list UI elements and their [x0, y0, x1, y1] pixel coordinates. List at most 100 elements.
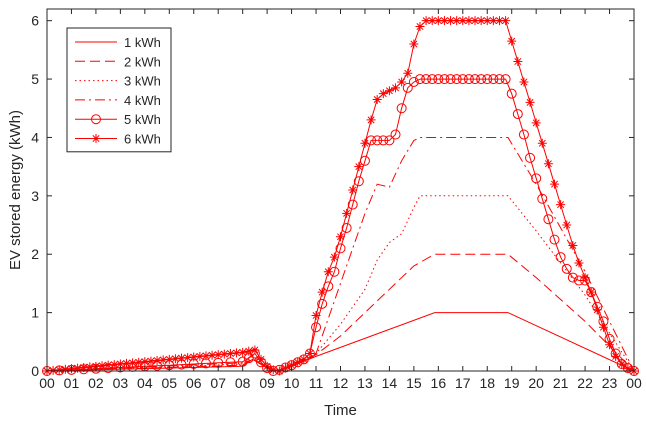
- data-point-star: [482, 16, 492, 26]
- x-tick-label: 21: [553, 375, 569, 391]
- data-point-circle: [335, 243, 346, 254]
- data-point-star: [103, 360, 113, 370]
- x-tick-label: 15: [406, 375, 422, 391]
- data-point-circle: [317, 298, 328, 309]
- data-point-star: [170, 354, 180, 364]
- data-point-circle: [567, 272, 578, 283]
- data-point-star: [598, 322, 608, 332]
- data-point-star: [605, 340, 615, 350]
- data-point-star: [336, 232, 345, 242]
- data-point-star: [360, 138, 370, 148]
- data-point-star: [189, 352, 199, 362]
- series-line: [46, 137, 635, 372]
- data-point-star: [452, 16, 462, 26]
- data-point-star: [623, 364, 633, 374]
- data-point-star: [366, 115, 376, 125]
- y-axis: 0 1 2 3 4 5 6: [31, 13, 634, 379]
- data-point-star: [476, 16, 486, 26]
- data-point-star: [519, 77, 529, 87]
- data-point-circle: [561, 263, 572, 274]
- data-point-circle: [470, 74, 481, 85]
- x-tick-label: 01: [64, 375, 80, 391]
- y-tick-label: 6: [31, 13, 39, 29]
- data-point-circle: [463, 74, 474, 85]
- data-point-star: [427, 16, 437, 26]
- data-point-star: [311, 311, 321, 321]
- data-point-star: [409, 39, 419, 49]
- data-point-star: [256, 354, 266, 364]
- data-point-circle: [359, 155, 370, 166]
- data-point-star: [244, 346, 254, 356]
- data-point-circle: [372, 135, 383, 146]
- data-point-star: [280, 363, 290, 373]
- legend-label: 4 kWh: [124, 93, 161, 108]
- data-point-star: [213, 350, 223, 360]
- data-point-star: [195, 351, 205, 361]
- data-point-star: [537, 138, 547, 148]
- data-point-star: [415, 22, 425, 32]
- x-axis-label: Time: [324, 402, 357, 419]
- x-tick-label: 17: [455, 375, 471, 391]
- data-point-star: [329, 252, 339, 262]
- x-tick-label: 23: [602, 375, 618, 391]
- data-point-star: [342, 208, 352, 218]
- data-point-star: [397, 77, 407, 87]
- legend: 1 kWh 2 kWh 3 kWh 4 kWh 5 kWh 6 kWh: [66, 27, 172, 153]
- data-point-star: [372, 95, 382, 104]
- data-point-star: [439, 16, 449, 26]
- data-point-star: [287, 360, 297, 370]
- x-tick-label: 07: [210, 375, 226, 391]
- data-point-star: [611, 351, 621, 361]
- data-point-star: [556, 200, 566, 210]
- data-point-star: [421, 16, 431, 26]
- data-point-star: [446, 16, 456, 26]
- data-point-circle: [366, 135, 377, 146]
- data-point-star: [207, 350, 217, 360]
- data-point-star: [562, 220, 572, 230]
- data-point-circle: [390, 129, 401, 140]
- y-tick-label: 5: [31, 71, 39, 87]
- legend-label: 6 kWh: [124, 132, 161, 147]
- data-point-circle: [341, 222, 352, 233]
- data-point-star: [115, 359, 125, 369]
- x-tick-label: 10: [284, 375, 300, 391]
- data-point-star: [464, 16, 474, 26]
- data-point-circle: [439, 74, 450, 85]
- x-tick-label: 14: [382, 375, 398, 391]
- data-point-circle: [457, 74, 468, 85]
- data-point-circle: [512, 109, 523, 120]
- data-point-star: [550, 179, 560, 189]
- data-point-star: [91, 134, 101, 143]
- legend-label: 3 kWh: [124, 74, 161, 89]
- x-tick-label: 08: [235, 375, 251, 391]
- data-point-star: [140, 357, 150, 367]
- data-point-star: [586, 287, 596, 297]
- data-point-star: [152, 355, 162, 365]
- data-point-star: [201, 351, 211, 361]
- x-tick-label: 19: [504, 375, 520, 391]
- series-line: [46, 253, 635, 372]
- data-point-circle: [347, 199, 358, 210]
- x-tick-label: 04: [137, 375, 153, 391]
- data-point-star: [146, 356, 156, 366]
- x-tick-label: 13: [357, 375, 373, 391]
- legend-label: 5 kWh: [124, 112, 161, 127]
- data-point-star: [317, 287, 327, 297]
- x-tick-label: 18: [479, 375, 495, 391]
- data-point-star: [592, 305, 602, 315]
- data-point-star: [268, 365, 278, 375]
- data-point-star: [458, 16, 468, 26]
- legend-label: 2 kWh: [124, 54, 161, 69]
- x-tick-label: 00: [39, 375, 55, 391]
- data-point-circle: [451, 74, 462, 85]
- data-point-star: [134, 357, 144, 367]
- data-point-star: [238, 347, 248, 357]
- data-point-circle: [353, 176, 364, 187]
- data-point-star: [158, 355, 168, 365]
- data-point-star: [109, 360, 119, 370]
- data-point-circle: [427, 74, 438, 85]
- data-point-star: [513, 57, 523, 67]
- data-point-circle: [573, 275, 584, 286]
- x-tick-label: 02: [88, 375, 104, 391]
